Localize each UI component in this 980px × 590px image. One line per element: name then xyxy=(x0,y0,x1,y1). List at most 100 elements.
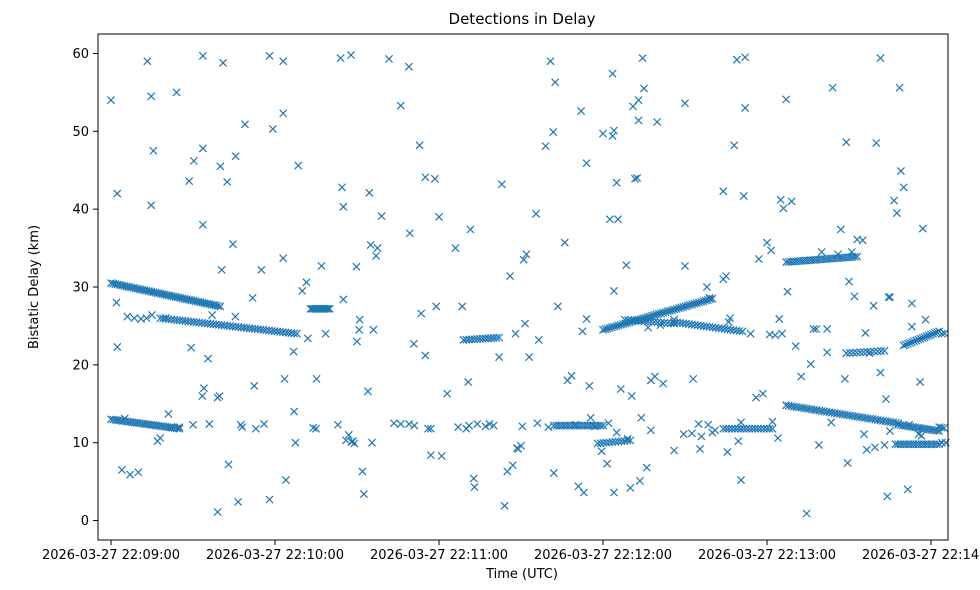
track-point xyxy=(745,424,754,433)
data-point xyxy=(734,437,743,446)
data-point xyxy=(768,417,777,426)
data-point xyxy=(454,423,463,432)
track-point xyxy=(735,326,744,335)
track-point xyxy=(623,436,632,445)
track-point xyxy=(681,302,690,311)
data-point xyxy=(506,272,515,281)
data-point xyxy=(899,183,908,192)
data-point xyxy=(369,325,378,334)
data-point xyxy=(198,51,207,60)
track-point xyxy=(619,320,628,329)
data-point xyxy=(876,54,885,63)
data-point xyxy=(373,244,382,253)
data-point xyxy=(473,419,482,429)
data-point xyxy=(723,448,732,457)
data-point xyxy=(549,128,558,137)
data-point xyxy=(519,255,528,264)
data-point xyxy=(279,109,288,118)
track-point xyxy=(610,322,619,331)
track-point xyxy=(736,424,745,433)
data-point xyxy=(164,409,173,418)
data-point xyxy=(248,293,257,302)
track-point xyxy=(733,424,742,433)
data-point xyxy=(216,162,225,171)
track-point xyxy=(652,310,661,319)
data-point xyxy=(458,302,467,311)
y-tick-label: 60 xyxy=(72,47,89,62)
data-point xyxy=(167,423,176,432)
data-point xyxy=(907,322,916,331)
data-point xyxy=(872,138,881,148)
track-point xyxy=(932,440,941,449)
data-point xyxy=(843,458,852,467)
data-point xyxy=(586,413,595,422)
track-point xyxy=(856,348,865,357)
data-point xyxy=(279,254,288,263)
data-point xyxy=(217,265,226,274)
data-point xyxy=(213,507,222,516)
track-point xyxy=(660,318,669,327)
data-point xyxy=(705,293,714,302)
track-point xyxy=(926,330,935,339)
data-point xyxy=(885,293,895,302)
track-point xyxy=(677,303,686,312)
track-point xyxy=(708,294,717,303)
data-point xyxy=(346,50,356,60)
data-point xyxy=(389,419,398,428)
data-point xyxy=(694,419,703,429)
track-point xyxy=(910,337,919,346)
track-point xyxy=(290,329,299,338)
data-point xyxy=(113,342,122,351)
data-point xyxy=(614,215,623,224)
data-point xyxy=(120,414,129,423)
data-point xyxy=(358,467,367,476)
data-point xyxy=(348,437,357,446)
track-point xyxy=(665,306,674,315)
data-point xyxy=(508,461,517,470)
data-point xyxy=(377,212,386,221)
data-point xyxy=(741,103,750,112)
data-point xyxy=(405,229,414,238)
data-point xyxy=(847,247,856,256)
track-point xyxy=(937,438,946,447)
data-point xyxy=(823,325,832,334)
data-point xyxy=(646,426,655,435)
data-point xyxy=(869,301,878,310)
data-point xyxy=(812,325,821,334)
data-point xyxy=(650,372,659,381)
data-point xyxy=(409,339,418,348)
track-point xyxy=(730,424,739,433)
track-point xyxy=(908,338,917,347)
data-point xyxy=(627,391,636,401)
data-point xyxy=(541,142,550,151)
track-point xyxy=(690,299,699,308)
data-point xyxy=(817,247,826,256)
data-point xyxy=(451,244,460,253)
track-point xyxy=(643,317,652,326)
data-point xyxy=(708,428,717,437)
data-point xyxy=(578,327,587,336)
data-point xyxy=(590,422,599,431)
track-point xyxy=(916,334,925,343)
data-point xyxy=(426,451,435,460)
data-point xyxy=(518,422,527,431)
data-point xyxy=(560,238,569,247)
data-point xyxy=(303,334,312,343)
data-point xyxy=(597,447,606,456)
track-point xyxy=(722,424,731,433)
track-point xyxy=(697,297,706,306)
data-point xyxy=(204,354,213,363)
data-point xyxy=(234,497,243,506)
data-point xyxy=(355,325,364,334)
track-point xyxy=(679,302,688,311)
data-point xyxy=(585,381,594,390)
y-tick-label: 40 xyxy=(72,203,89,218)
data-point xyxy=(426,424,435,433)
data-point xyxy=(161,314,170,323)
track-point xyxy=(323,304,332,313)
data-point xyxy=(106,96,116,105)
data-point xyxy=(771,331,780,340)
data-point xyxy=(443,389,452,398)
track-point xyxy=(668,306,677,315)
data-point xyxy=(680,99,690,108)
